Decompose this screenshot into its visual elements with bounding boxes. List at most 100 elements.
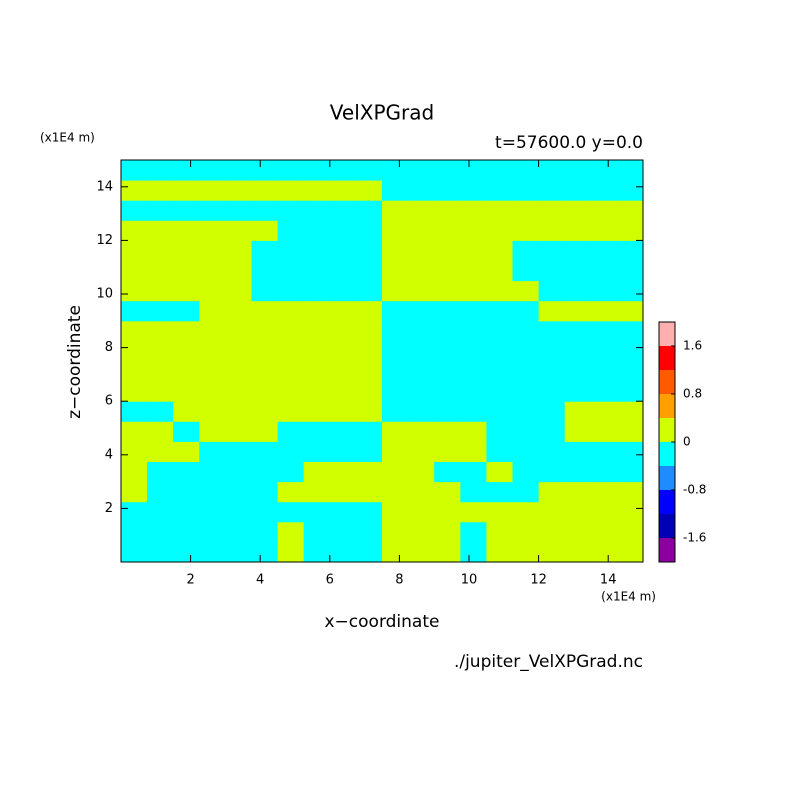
contour-cell (121, 401, 148, 422)
contour-cell (382, 421, 409, 442)
contour-cell (329, 320, 357, 342)
contour-cell (329, 461, 357, 483)
contour-cell (199, 340, 226, 362)
contour-cell (382, 200, 409, 221)
contour-cell (121, 260, 148, 282)
contour-cell (512, 481, 540, 503)
contour-cell (303, 240, 331, 261)
contour-cell (121, 160, 148, 181)
contour-cell (329, 160, 357, 181)
contour-cell (303, 541, 331, 563)
contour-cell (434, 461, 461, 483)
contour-cell (251, 361, 279, 382)
contour-cell (408, 521, 435, 543)
contour-cell (199, 521, 226, 543)
contour-cell (225, 340, 252, 362)
contour-cell (486, 441, 513, 462)
contour-cell (382, 481, 409, 503)
contour-cell (460, 240, 487, 261)
colorbar-tick-label: 1.6 (683, 339, 702, 353)
contour-cell (564, 461, 592, 483)
contour-cell (408, 160, 435, 181)
contour-cell (251, 300, 279, 322)
contour-cell (121, 361, 148, 382)
contour-cell (460, 220, 487, 241)
contour-cell (121, 501, 148, 523)
contour-cell (277, 220, 305, 241)
contour-cell (147, 340, 174, 362)
contour-cell (538, 340, 566, 362)
colorbar-box (659, 442, 675, 466)
contour-cell (460, 481, 487, 503)
contour-cell (590, 541, 618, 563)
contour-cell (564, 200, 592, 221)
contour-cell (590, 320, 618, 342)
contour-cell (121, 300, 148, 322)
contour-cell (434, 280, 461, 302)
contour-cell (199, 481, 226, 503)
contour-cell (251, 541, 279, 563)
contour-cell (512, 300, 540, 322)
contour-cell (121, 340, 148, 362)
contour-cell (512, 260, 540, 282)
contour-cell (408, 541, 435, 563)
contour-cell (382, 280, 409, 302)
contour-cell (382, 521, 409, 543)
contour-cell (355, 300, 383, 322)
contour-cell (590, 220, 618, 241)
x-unit: (x1E4 m) (601, 590, 656, 604)
contour-cell (251, 200, 279, 221)
colorbar-box (659, 490, 675, 514)
contour-cell (408, 300, 435, 322)
contour-cell (199, 220, 226, 241)
contour-cell (199, 501, 226, 523)
contour-cell (590, 180, 618, 201)
contour-cell (616, 260, 644, 282)
contour-cell (173, 441, 200, 462)
contour-cell (355, 461, 383, 483)
contour-cell (251, 220, 279, 241)
contour-cell (434, 160, 461, 181)
contour-cell (564, 361, 592, 382)
contour-cell (121, 320, 148, 342)
contour-cell (147, 501, 174, 523)
contour-cell (460, 441, 487, 462)
contour-cell (460, 300, 487, 322)
contour-cell (277, 501, 305, 523)
contour-cell (355, 401, 383, 422)
contour-cell (564, 441, 592, 462)
contour-cell (251, 340, 279, 362)
contour-cell (486, 280, 513, 302)
contour-cell (225, 320, 252, 342)
contour-cell (616, 521, 644, 543)
contour-cell (460, 461, 487, 483)
contour-cell (408, 320, 435, 342)
contour-cell (512, 180, 540, 201)
contour-cell (251, 180, 279, 201)
contour-cell (303, 180, 331, 201)
contour-cell (355, 481, 383, 503)
contour-cell (329, 361, 357, 382)
contour-cell (590, 401, 618, 422)
contour-cell (173, 501, 200, 523)
contour-cell (512, 381, 540, 402)
contour-cell (564, 220, 592, 241)
contour-cell (486, 401, 513, 422)
y-tick-label: 14 (96, 179, 113, 194)
contour-cell (538, 501, 566, 523)
contour-cell (147, 300, 174, 322)
contour-cell (147, 240, 174, 261)
contour-cell (616, 481, 644, 503)
contour-cell (225, 421, 252, 442)
contour-cell (564, 180, 592, 201)
contour-cell (590, 300, 618, 322)
contour-cell (355, 260, 383, 282)
contour-cell (486, 220, 513, 241)
contour-cell (434, 200, 461, 221)
contour-cell (538, 521, 566, 543)
contour-cell (199, 541, 226, 563)
contour-cell (199, 280, 226, 302)
contour-cell (251, 461, 279, 483)
contour-cell (277, 300, 305, 322)
contour-cell (538, 200, 566, 221)
